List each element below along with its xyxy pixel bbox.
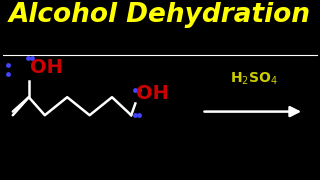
Text: H$_2$SO$_4$: H$_2$SO$_4$ [230,71,278,87]
Text: OH: OH [136,84,169,103]
Text: Alcohol Dehydration: Alcohol Dehydration [9,2,311,28]
Text: OH: OH [30,58,63,77]
